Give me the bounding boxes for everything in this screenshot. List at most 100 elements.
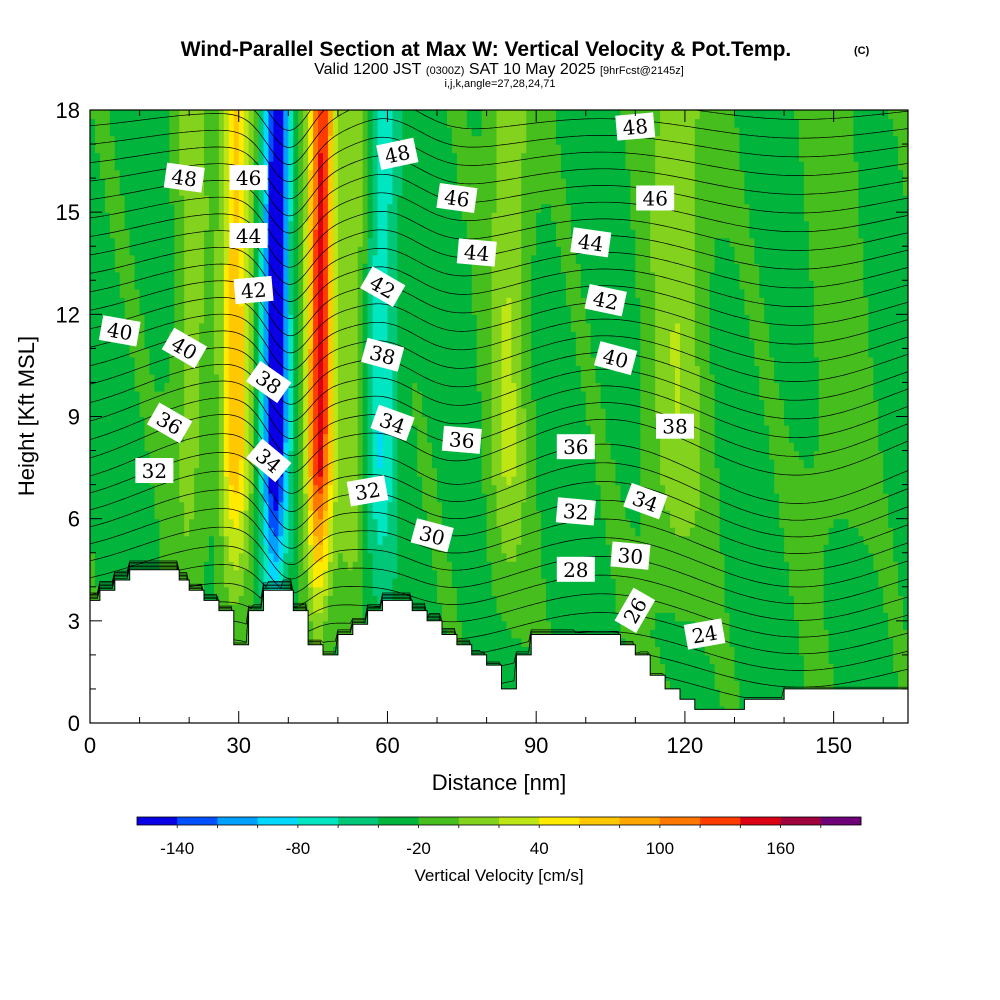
velocity-cell <box>288 152 294 162</box>
velocity-cell <box>194 212 200 222</box>
velocity-cell <box>298 578 304 588</box>
velocity-cell <box>124 280 131 290</box>
velocity-cell <box>174 212 180 222</box>
velocity-cell <box>347 178 354 188</box>
velocity-cell <box>347 552 354 562</box>
velocity-cell <box>288 407 294 418</box>
velocity-cell <box>149 118 156 128</box>
velocity-cell <box>397 493 403 503</box>
velocity-cell <box>427 178 433 188</box>
velocity-cell <box>327 390 334 401</box>
velocity-cell <box>273 433 279 443</box>
velocity-cell <box>372 467 379 477</box>
velocity-cell <box>337 348 344 358</box>
velocity-cell <box>169 280 175 290</box>
velocity-cell <box>323 118 329 128</box>
velocity-cell <box>288 339 294 349</box>
subtitle-utc: (0300Z) <box>426 65 465 77</box>
velocity-cell <box>268 135 275 145</box>
velocity-cell <box>332 484 339 494</box>
velocity-cell <box>422 467 428 477</box>
velocity-cell <box>298 220 304 230</box>
velocity-cell <box>417 595 423 605</box>
velocity-cell <box>189 544 195 554</box>
velocity-cell <box>139 518 146 528</box>
velocity-cell <box>204 331 210 341</box>
velocity-cell <box>218 314 225 324</box>
velocity-cell <box>99 476 106 486</box>
velocity-cell <box>407 314 413 324</box>
velocity-cell <box>189 237 195 247</box>
velocity-cell <box>199 476 205 486</box>
velocity-cell <box>347 518 354 528</box>
velocity-cell <box>367 144 374 154</box>
velocity-cell <box>392 186 398 196</box>
velocity-cell <box>149 110 156 120</box>
velocity-cell <box>407 339 413 349</box>
velocity-cell <box>273 254 279 264</box>
velocity-cell <box>327 305 334 315</box>
velocity-cell <box>407 476 413 486</box>
velocity-cell <box>303 578 309 588</box>
velocity-cell <box>377 305 384 315</box>
velocity-cell <box>184 322 190 332</box>
velocity-cell <box>387 186 394 196</box>
velocity-cell <box>104 195 111 205</box>
velocity-cell <box>283 144 289 154</box>
velocity-cell <box>367 297 374 307</box>
velocity-cell <box>174 263 180 273</box>
velocity-cell <box>104 271 111 281</box>
velocity-cell <box>204 144 210 154</box>
velocity-cell <box>367 373 374 384</box>
velocity-cell <box>208 527 215 537</box>
velocity-cell <box>164 373 170 384</box>
velocity-cell <box>139 535 146 545</box>
velocity-cell <box>327 518 334 528</box>
velocity-cell <box>104 510 111 520</box>
velocity-cell <box>139 135 146 145</box>
velocity-cell <box>228 322 235 332</box>
velocity-cell <box>104 399 111 409</box>
velocity-cell <box>119 288 126 298</box>
velocity-cell <box>194 501 200 511</box>
velocity-cell <box>104 535 111 545</box>
velocity-cell <box>208 501 215 511</box>
velocity-cell <box>372 390 379 401</box>
velocity-cell <box>154 356 161 367</box>
velocity-cell <box>367 246 374 256</box>
velocity-cell <box>174 195 180 205</box>
velocity-cell <box>184 544 190 554</box>
velocity-cell <box>99 348 106 358</box>
velocity-cell <box>109 144 116 154</box>
velocity-cell <box>332 433 339 443</box>
velocity-cell <box>94 433 101 443</box>
velocity-cell <box>402 501 408 511</box>
velocity-cell <box>332 246 339 256</box>
velocity-cell <box>342 212 349 222</box>
velocity-cell <box>258 467 265 477</box>
velocity-cell <box>407 518 413 528</box>
velocity-cell <box>323 161 329 171</box>
velocity-cell <box>357 118 364 128</box>
velocity-cell <box>159 527 165 537</box>
velocity-cell <box>412 416 418 426</box>
velocity-cell <box>258 586 265 596</box>
velocity-cell <box>164 305 170 315</box>
velocity-cell <box>149 535 156 545</box>
velocity-cell <box>362 212 369 222</box>
velocity-cell <box>119 110 126 120</box>
velocity-cell <box>228 288 235 298</box>
velocity-cell <box>323 152 329 162</box>
velocity-cell <box>397 365 403 375</box>
velocity-cell <box>134 339 141 349</box>
velocity-cell <box>283 569 289 579</box>
velocity-cell <box>253 271 260 281</box>
velocity-cell <box>293 305 299 315</box>
velocity-cell <box>199 127 205 137</box>
velocity-cell <box>372 322 379 332</box>
velocity-cell <box>208 510 215 520</box>
velocity-cell <box>99 263 106 273</box>
velocity-cell <box>248 569 255 579</box>
velocity-cell <box>139 314 146 324</box>
velocity-cell <box>189 297 195 307</box>
